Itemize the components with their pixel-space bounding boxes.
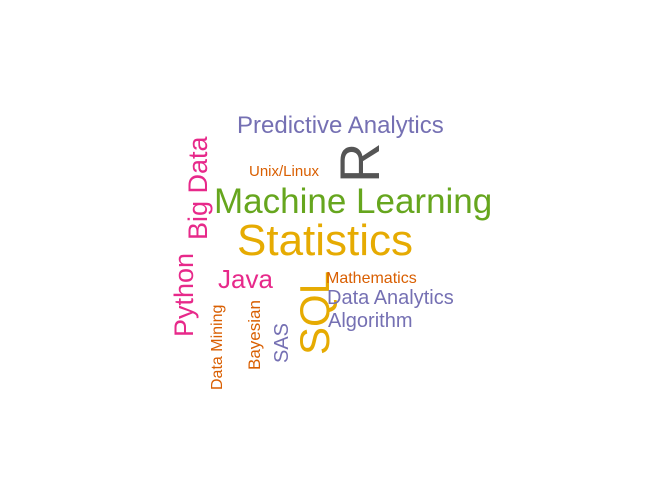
word-r: R bbox=[328, 142, 391, 183]
word-mathematics: Mathematics bbox=[326, 270, 417, 287]
word-statistics: Statistics bbox=[237, 216, 414, 265]
word-data-analytics: Data Analytics bbox=[327, 287, 454, 309]
word-python: Python bbox=[169, 252, 199, 337]
word-predictive-analytics: Predictive Analytics bbox=[237, 112, 444, 139]
word-algorithm: Algorithm bbox=[328, 310, 413, 332]
word-machine-learning: Machine Learning bbox=[214, 182, 493, 221]
word-big-data: Big Data bbox=[183, 136, 213, 240]
word-sas: SAS bbox=[271, 322, 293, 363]
word-bayesian: Bayesian bbox=[245, 300, 264, 370]
word-data-mining: Data Mining bbox=[209, 304, 226, 390]
word-unix-linux: Unix/Linux bbox=[249, 163, 320, 180]
word-java: Java bbox=[218, 264, 273, 294]
